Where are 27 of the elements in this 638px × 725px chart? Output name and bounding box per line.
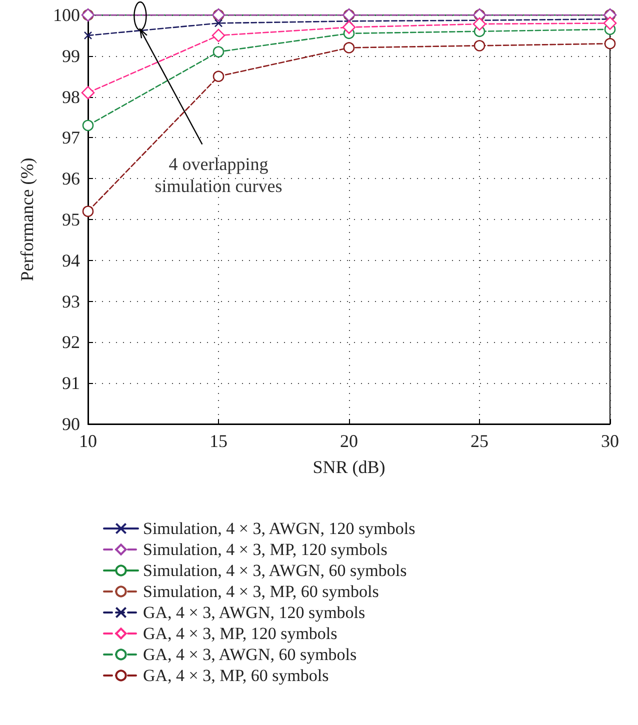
y-tick-label: 90 (62, 414, 80, 434)
y-tick-label: 91 (62, 373, 80, 394)
legend-label: Simulation, 4 × 3, MP, 120 symbols (143, 540, 388, 559)
legend-label: GA, 4 × 3, AWGN, 60 symbols (143, 645, 357, 664)
y-tick-label: 97 (62, 128, 80, 148)
y-tick-label: 96 (62, 168, 80, 189)
x-tick-label: 30 (601, 431, 619, 451)
annotation: 4 overlapping simulation curves (154, 153, 284, 198)
legend-label: Simulation, 4 × 3, MP, 60 symbols (143, 582, 379, 601)
y-tick-label: 99 (62, 46, 80, 66)
x-tick-label: 15 (210, 431, 228, 451)
y-axis-title: Performance (%) (17, 158, 37, 282)
legend-label: GA, 4 × 3, AWGN, 120 symbols (143, 603, 366, 622)
y-tick-label: 98 (62, 86, 80, 107)
y-tick-label: 92 (62, 332, 80, 352)
x-tick-label: 20 (340, 431, 358, 451)
y-tick-label: 94 (62, 250, 80, 270)
legend-label: Simulation, 4 × 3, AWGN, 60 symbols (143, 561, 407, 580)
y-tick-label: 95 (62, 210, 80, 230)
y-tick-label: 93 (62, 291, 80, 312)
y-tick-label: 100 (53, 5, 80, 25)
x-axis-title: SNR (dB) (312, 457, 386, 477)
x-tick-label: 25 (470, 431, 488, 451)
legend-label: GA, 4 × 3, MP, 60 symbols (143, 666, 329, 685)
legend-label: Simulation, 4 × 3, AWGN, 120 symbols (143, 519, 416, 538)
x-tick-label: 10 (79, 431, 97, 451)
legend-label: GA, 4 × 3, MP, 120 symbols (143, 624, 338, 643)
